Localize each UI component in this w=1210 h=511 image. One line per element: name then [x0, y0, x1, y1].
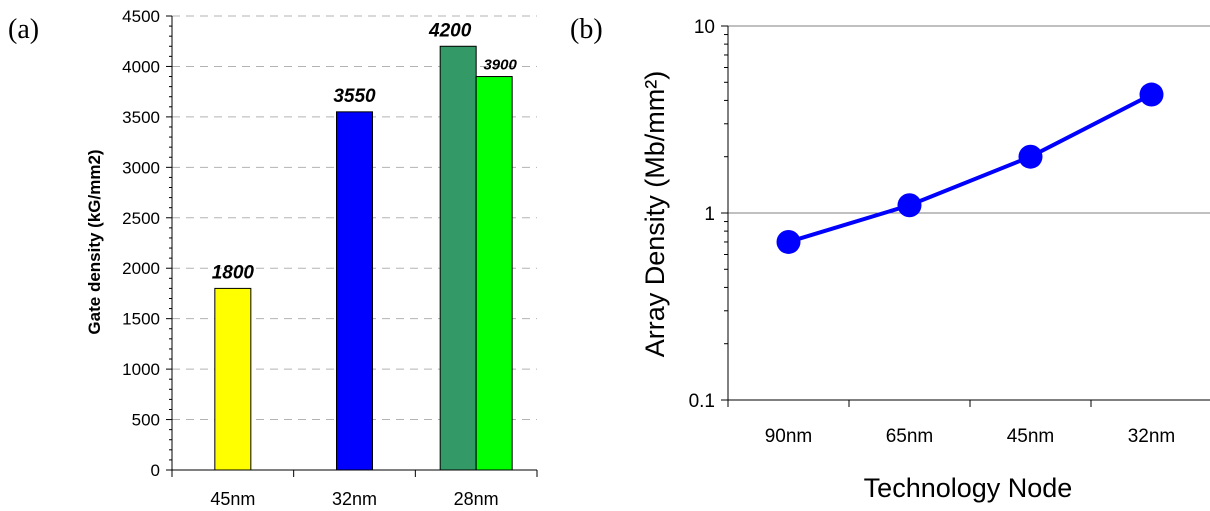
panel-b-x-axis-label: Technology Node	[864, 473, 1073, 503]
panel-a-y-tick-label: 3000	[122, 158, 160, 177]
panel-a-bars	[214, 45, 513, 471]
panel-a-axes	[166, 15, 538, 477]
panel-b-data-point	[1139, 82, 1164, 107]
panel-a-y-tick-label: 2500	[122, 209, 160, 228]
panel-b-y-tick-label: 0.1	[689, 391, 715, 412]
panel-a-label: (a)	[8, 14, 39, 45]
panel-b-y-axis-label: Array Density (Mb/mm²)	[640, 71, 670, 358]
panel-a-y-tick-label: 4000	[122, 57, 160, 76]
panel-b-data-point	[1018, 144, 1043, 169]
panel-b-gridlines	[728, 25, 1210, 401]
panel-a-y-tick-label: 500	[132, 411, 160, 430]
panel-b-data-point	[776, 229, 801, 254]
panel-a-data-label: 3550	[333, 86, 376, 107]
panel-b-x-tick-label: 32nm	[1128, 426, 1176, 447]
panel-a-x-tick-label: 45nm	[210, 489, 255, 509]
panel-a-y-tick-label: 3500	[122, 108, 160, 127]
panel-a-x-tick-labels: 45nm 32nm 28nm	[210, 489, 498, 509]
panel-b-x-tick-label: 65nm	[886, 426, 934, 447]
panel-a-bar	[439, 45, 477, 471]
panel-b-x-tick-labels: 90nm 65nm 45nm 32nm	[765, 426, 1176, 447]
panel-b-series-line	[787, 92, 1153, 244]
panel-b-axes	[721, 25, 1210, 407]
panel-b-y-tick-label: 1	[704, 204, 715, 225]
panel-a-bar	[336, 111, 373, 471]
panel-a-bar	[475, 76, 513, 471]
panel-a-x-tick-label: 32nm	[332, 489, 377, 509]
panel-b-x-tick-label: 45nm	[1007, 426, 1055, 447]
panel-b-series	[776, 82, 1164, 254]
panel-b-line-chart: (b) Array Density (Mb/mm²) Technology No…	[570, 14, 1210, 503]
panel-b-label: (b)	[570, 14, 603, 45]
panel-a-y-tick-label: 1000	[122, 360, 160, 379]
panel-a-bar-chart: (a) Gate density (kG/mm2) 0 500 1000 1500 20…	[8, 7, 538, 509]
panel-a-data-labels: 1800 3550 4200 3900	[212, 20, 518, 283]
panel-a-y-tick-label: 2000	[122, 259, 160, 278]
panel-b-y-tick-label: 10	[694, 17, 715, 38]
panel-b-y-tick-labels: 0.1 1 10	[689, 17, 715, 412]
panel-a-y-tick-label: 1500	[122, 310, 160, 329]
panel-b-x-tick-label: 90nm	[765, 426, 813, 447]
panel-a-y-tick-labels: 0 500 1000 1500 2000 2500 3000 3500 4000 4500	[122, 7, 160, 480]
panel-a-x-tick-label: 28nm	[454, 489, 499, 509]
panel-a-data-label: 1800	[212, 262, 255, 283]
panel-a-y-tick-label: 0	[151, 461, 160, 480]
panel-a-bar	[214, 287, 252, 471]
panel-a-y-axis-label: Gate density (kG/mm2)	[85, 149, 104, 334]
panel-a-data-label: 3900	[483, 57, 517, 74]
panel-b-data-point	[897, 193, 922, 218]
panel-a-data-label: 4200	[428, 20, 472, 41]
panel-a-y-tick-label: 4500	[122, 7, 160, 26]
